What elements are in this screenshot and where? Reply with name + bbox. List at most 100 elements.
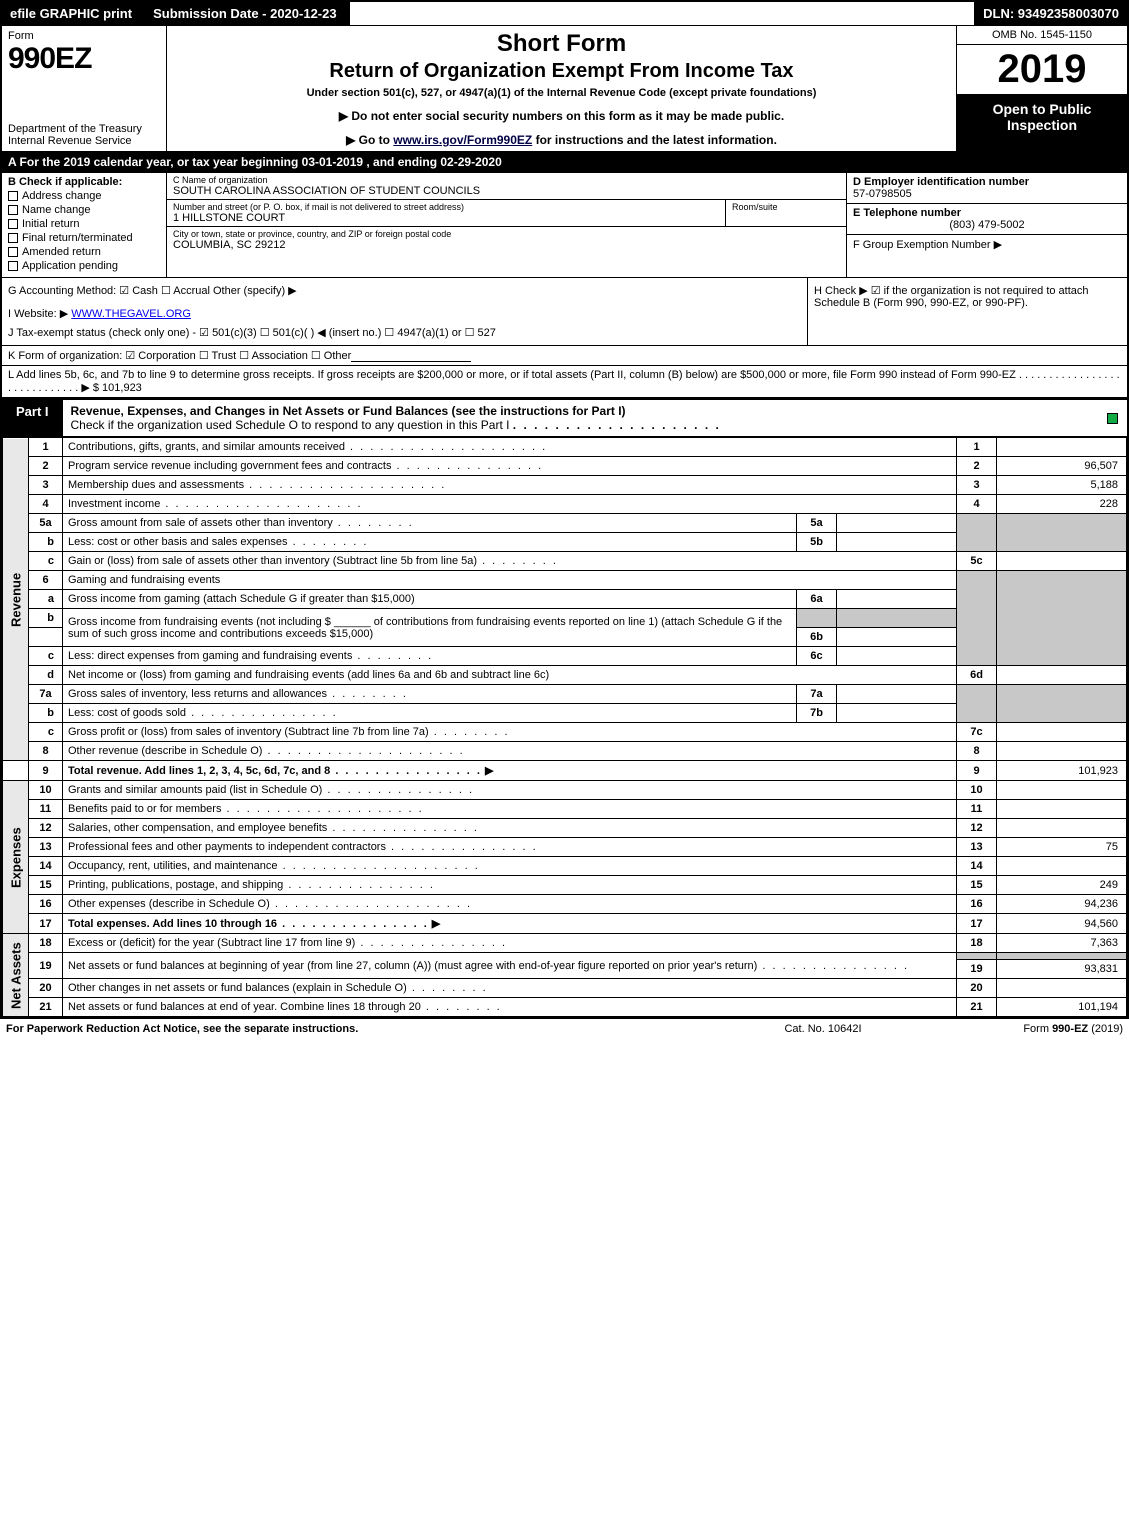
row11-desc: Benefits paid to or for members	[68, 803, 221, 815]
row4-no: 4	[29, 495, 63, 514]
dln-label: DLN: 93492358003070	[975, 2, 1127, 25]
efile-print-button[interactable]: efile GRAPHIC print	[2, 2, 141, 25]
chk-amended-return[interactable]: Amended return	[8, 246, 160, 258]
box-b: B Check if applicable: Address change Na…	[2, 173, 167, 277]
row19-no: 19	[29, 953, 63, 979]
row8-amt	[997, 742, 1127, 761]
row3-amt: 5,188	[997, 476, 1127, 495]
cat-no: Cat. No. 10642I	[723, 1023, 923, 1035]
line-k: K Form of organization: ☑ Corporation ☐ …	[2, 346, 1127, 366]
chk-final-return[interactable]: Final return/terminated	[8, 232, 160, 244]
entity-row: B Check if applicable: Address change Na…	[2, 173, 1127, 278]
row1-no: 1	[29, 438, 63, 457]
row18-desc: Excess or (deficit) for the year (Subtra…	[68, 937, 355, 949]
line-i-label: I Website: ▶	[8, 308, 68, 320]
city-label: City or town, state or province, country…	[173, 229, 840, 239]
row16-desc: Other expenses (describe in Schedule O)	[68, 898, 270, 910]
row12-num: 12	[957, 819, 997, 838]
irs-link[interactable]: www.irs.gov/Form990EZ	[393, 133, 532, 147]
row15-amt: 249	[997, 876, 1127, 895]
row7b-sub: 7b	[797, 704, 837, 723]
row20-amt	[997, 979, 1127, 998]
row6b-no: b	[29, 609, 63, 628]
website-link[interactable]: WWW.THEGAVEL.ORG	[71, 308, 191, 320]
paperwork-notice: For Paperwork Reduction Act Notice, see …	[6, 1023, 723, 1035]
irs-label: Internal Revenue Service	[8, 135, 160, 147]
line-g: G Accounting Method: ☑ Cash ☐ Accrual Ot…	[2, 278, 807, 345]
row9-no: 9	[29, 761, 63, 781]
short-form-title: Short Form	[177, 30, 946, 58]
phone-label: E Telephone number	[853, 207, 1121, 219]
revenue-side-label: Revenue	[3, 438, 29, 761]
rev-bottom-spacer	[3, 761, 29, 781]
line-l: L Add lines 5b, 6c, and 7b to line 9 to …	[2, 366, 1127, 398]
financial-table: Revenue 1 Contributions, gifts, grants, …	[2, 437, 1127, 1017]
street-address: 1 HILLSTONE COURT	[173, 212, 719, 224]
row6d-amt	[997, 666, 1127, 685]
form-number: 990EZ	[8, 42, 160, 76]
org-name: SOUTH CAROLINA ASSOCIATION OF STUDENT CO…	[173, 185, 840, 197]
form-page: efile GRAPHIC print Submission Date - 20…	[0, 0, 1129, 1019]
part-i-tab: Part I	[2, 400, 63, 436]
row21-no: 21	[29, 998, 63, 1017]
part-i-header: Part I Revenue, Expenses, and Changes in…	[2, 398, 1127, 437]
row6-no: 6	[29, 571, 63, 590]
row16-amt: 94,236	[997, 895, 1127, 914]
row10-desc: Grants and similar amounts paid (list in…	[68, 784, 322, 796]
row6b-subval-grey	[837, 609, 957, 628]
line-j: J Tax-exempt status (check only one) - ☑…	[8, 326, 801, 339]
addr-label: Number and street (or P. O. box, if mail…	[173, 202, 719, 212]
row6a-subval	[837, 590, 957, 609]
group-exemption-label: F Group Exemption Number ▶	[853, 238, 1121, 251]
row4-amt: 228	[997, 495, 1127, 514]
row18-num: 18	[957, 934, 997, 953]
row15-desc: Printing, publications, postage, and shi…	[68, 879, 283, 891]
page-footer: For Paperwork Reduction Act Notice, see …	[0, 1019, 1129, 1039]
row6d-num: 6d	[957, 666, 997, 685]
line-h: H Check ▶ ☑ if the organization is not r…	[807, 278, 1127, 345]
row6b-subval	[837, 628, 957, 647]
row5b-subval	[837, 533, 957, 552]
row19-amt: 93,831	[997, 960, 1127, 979]
row6-greyamt	[997, 571, 1127, 666]
row7a-sub: 7a	[797, 685, 837, 704]
row20-num: 20	[957, 979, 997, 998]
chk-name-change[interactable]: Name change	[8, 204, 160, 216]
row12-desc: Salaries, other compensation, and employ…	[68, 822, 327, 834]
ein-value: 57-0798505	[853, 188, 1121, 200]
row7b-desc: Less: cost of goods sold	[68, 707, 186, 719]
row5b-sub: 5b	[797, 533, 837, 552]
row6d-no: d	[29, 666, 63, 685]
part-i-checkline: Check if the organization used Schedule …	[71, 418, 510, 432]
row6c-subval	[837, 647, 957, 666]
form-id-block: Form 990EZ Department of the Treasury In…	[2, 26, 167, 151]
row7a-subval	[837, 685, 957, 704]
row10-no: 10	[29, 781, 63, 800]
row6c-desc: Less: direct expenses from gaming and fu…	[68, 650, 352, 662]
row21-desc: Net assets or fund balances at end of ye…	[68, 1001, 421, 1013]
row6-desc: Gaming and fundraising events	[63, 571, 957, 590]
goto-pre: ▶ Go to	[346, 133, 393, 147]
row14-amt	[997, 857, 1127, 876]
row7c-num: 7c	[957, 723, 997, 742]
row2-num: 2	[957, 457, 997, 476]
row5c-num: 5c	[957, 552, 997, 571]
chk-initial-return[interactable]: Initial return	[8, 218, 160, 230]
chk-application-pending[interactable]: Application pending	[8, 260, 160, 272]
row5c-amt	[997, 552, 1127, 571]
goto-line: ▶ Go to www.irs.gov/Form990EZ for instru…	[177, 133, 946, 147]
topbar-spacer	[350, 2, 976, 25]
part-i-scho-check[interactable]	[1097, 400, 1127, 436]
row5ab-greyamt	[997, 514, 1127, 552]
row17-num: 17	[957, 914, 997, 934]
form-ref: Form 990-EZ (2019)	[923, 1023, 1123, 1035]
row11-no: 11	[29, 800, 63, 819]
row17-amt: 94,560	[997, 914, 1127, 934]
row19-num: 19	[957, 960, 997, 979]
row12-amt	[997, 819, 1127, 838]
row13-desc: Professional fees and other payments to …	[68, 841, 386, 853]
row5a-no: 5a	[29, 514, 63, 533]
row8-desc: Other revenue (describe in Schedule O)	[68, 745, 262, 757]
org-name-label: C Name of organization	[173, 175, 840, 185]
chk-address-change[interactable]: Address change	[8, 190, 160, 202]
